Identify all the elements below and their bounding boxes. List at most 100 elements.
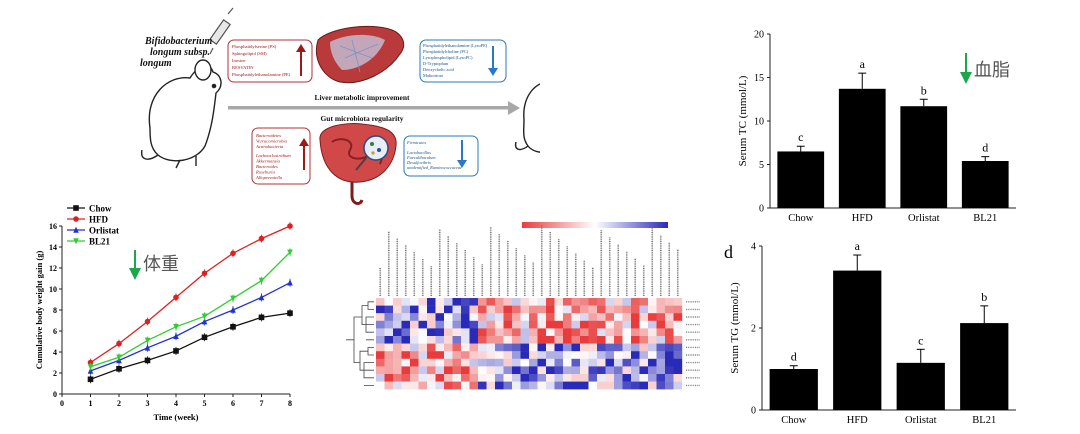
heatmap-cell (384, 358, 394, 367)
heatmap-cell (588, 343, 598, 352)
lu-item-3: RESVATIN (232, 65, 254, 70)
heatmap-cell (512, 374, 521, 382)
data-point (87, 363, 94, 371)
svg-text:longum subsp.: longum subsp. (150, 47, 210, 58)
heatmap-cell (401, 366, 411, 375)
significance-letter: a (860, 57, 866, 71)
heatmap-cell (571, 358, 581, 367)
heatmap-cell (656, 313, 666, 321)
liver-caption: Liver metabolic improvement (314, 93, 410, 102)
heatmap-cell (605, 313, 615, 321)
heatmap-cell (648, 366, 657, 375)
heatmap-cell (537, 305, 547, 314)
data-point (287, 249, 293, 256)
heatmap-cell (673, 366, 683, 375)
x-tick-label: 8 (288, 399, 292, 408)
heatmap-cell (529, 336, 538, 344)
heatmap-cell (665, 351, 674, 359)
heatmap-cell (393, 381, 402, 390)
heatmap-cell (597, 320, 606, 329)
gu-item-8: Alloprevotella (255, 175, 283, 180)
heatmap-cell (376, 328, 385, 337)
heatmap-cell (384, 351, 394, 359)
heatmap-cell (401, 320, 411, 329)
heatmap-cell (486, 336, 496, 344)
data-point (201, 270, 208, 277)
heatmap-cell (512, 320, 521, 329)
bar-bl21 (960, 323, 1009, 410)
y-tick-label: 0 (751, 406, 756, 417)
heatmap-cell (622, 374, 632, 382)
data-point (230, 295, 236, 302)
heatmap-cell (554, 381, 564, 390)
heatmap-cell (537, 320, 547, 329)
heatmap-cell (546, 381, 555, 390)
heatmap-cell (648, 313, 657, 321)
heatmap-cell (665, 336, 674, 344)
series-line (90, 282, 291, 372)
heatmap-cell (563, 328, 572, 337)
heatmap-cell (648, 358, 657, 367)
heatmap-cell (486, 351, 496, 359)
x-tick-label: 3 (146, 399, 150, 408)
legend-marker (73, 226, 79, 233)
heatmap-cell (639, 374, 649, 382)
heatmap-cell (461, 381, 470, 390)
heatmap-cell (503, 358, 513, 367)
heatmap-cell (656, 351, 666, 359)
significance-letter: b (981, 290, 987, 304)
heatmap-cell (665, 328, 674, 337)
heatmap-cell (478, 358, 487, 367)
heatmap-cell (546, 336, 555, 344)
heatmap-cell (639, 305, 649, 314)
down-arrow-icon-2 (457, 140, 467, 168)
ld-item-4: Deoxycholic acid (423, 67, 455, 72)
heatmap-cell (665, 298, 674, 306)
heatmap-cell (529, 305, 538, 314)
bar-hfd (833, 270, 882, 410)
heatmap-cell (673, 305, 683, 314)
significance-letter: d (791, 350, 797, 364)
svg-text:Bifidobacterium: Bifidobacterium (144, 36, 212, 47)
long-arrow-icon (228, 101, 520, 115)
heatmap-cell (622, 381, 632, 390)
heatmap-cell (563, 320, 572, 329)
heatmap-cell (546, 351, 555, 359)
heatmap-cell (529, 366, 538, 375)
syringe-icon (209, 7, 234, 55)
svg-text:longum: longum (140, 58, 172, 69)
heatmap-cell (656, 374, 666, 382)
heatmap-cell (563, 351, 572, 359)
heatmap-cell (580, 358, 589, 367)
heatmap-cell (461, 374, 470, 382)
y-tick-label: 10 (49, 285, 57, 294)
heatmap-cell (486, 381, 496, 390)
heatmap-cell (393, 358, 402, 367)
heatmap-cell (469, 320, 479, 329)
heatmap-cell (665, 343, 674, 352)
heatmap-cell (512, 343, 521, 352)
heatmap-cell (597, 343, 606, 352)
heatmap-cell (673, 336, 683, 344)
heatmap-cell (605, 366, 615, 375)
heatmap-cell (427, 305, 436, 314)
heatmap-cell (410, 305, 419, 314)
heatmap-cell (554, 305, 564, 314)
heatmap-cell (495, 381, 504, 390)
y-axis-label: Serum TC (mmol/L) (737, 75, 749, 166)
heatmap-cell (622, 351, 632, 359)
heatmap-cell (503, 336, 513, 344)
heatmap-cell (401, 358, 411, 367)
heatmap-cell (588, 374, 598, 382)
heatmap-cell (486, 298, 496, 306)
heatmap-cell (486, 328, 496, 337)
heatmap-cell (512, 336, 521, 344)
heatmap-cell (461, 320, 470, 329)
ld-item-2: Lysophospholipid (LysoPC) (423, 55, 473, 60)
series-line (90, 312, 291, 380)
serum-tc-chart: 0 5 10 15 20 Serum TC (mmol/L) c Chow a HFD b Orlis… (737, 30, 1016, 224)
heatmap-cell (656, 328, 666, 337)
heatmap-cell (631, 366, 640, 375)
heatmap-cell (435, 381, 445, 390)
heatmap-cell (401, 305, 411, 314)
